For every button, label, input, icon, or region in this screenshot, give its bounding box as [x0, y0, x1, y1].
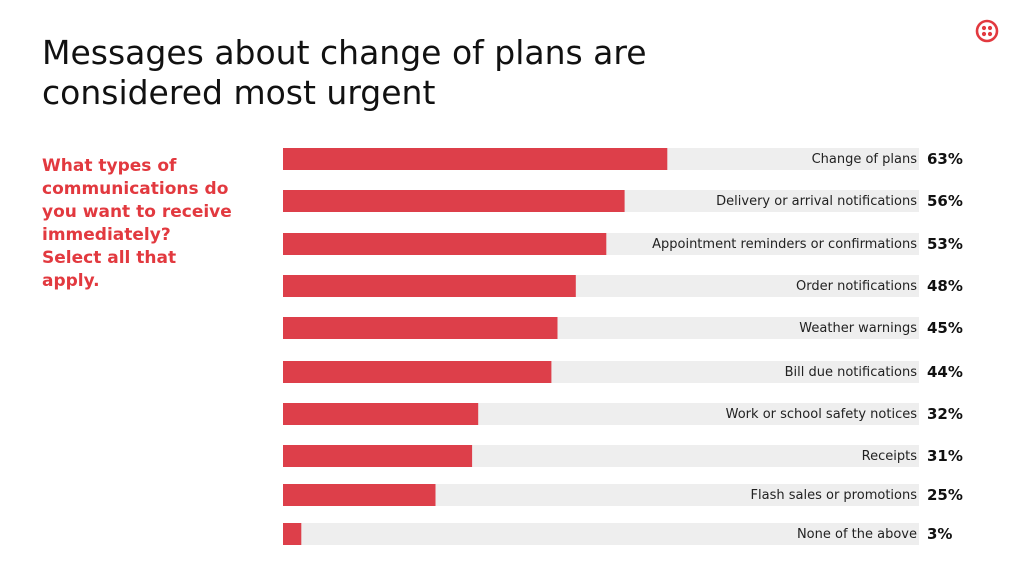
category-label: Order notifications: [796, 279, 917, 294]
bar-track: [283, 523, 919, 545]
bar: [283, 275, 576, 297]
category-label: Change of plans: [812, 152, 918, 167]
value-label: 45%: [927, 319, 963, 337]
category-label: Delivery or arrival notifications: [716, 194, 917, 209]
category-label: Flash sales or promotions: [751, 488, 918, 503]
bar: [283, 148, 668, 170]
value-label: 63%: [927, 150, 963, 168]
value-label: 31%: [927, 447, 963, 465]
bar: [283, 523, 302, 545]
bar: [283, 361, 552, 383]
value-label: 25%: [927, 486, 963, 504]
value-label: 32%: [927, 405, 963, 423]
category-label: Bill due notifications: [785, 365, 918, 380]
value-label: 44%: [927, 363, 963, 381]
twilio-logo-icon: [975, 19, 999, 43]
bar: [283, 403, 479, 425]
bar: [283, 317, 558, 339]
bar: [283, 233, 607, 255]
survey-question: What types of communications do you want…: [42, 156, 232, 291]
category-label: Work or school safety notices: [726, 407, 918, 422]
bar: [283, 190, 625, 212]
value-label: 53%: [927, 235, 963, 253]
category-label: Appointment reminders or confirmations: [652, 237, 917, 252]
bar-track: [283, 484, 919, 506]
value-label: 48%: [927, 277, 963, 295]
value-label: 56%: [927, 192, 963, 210]
bar: [283, 484, 436, 506]
category-label: Weather warnings: [799, 321, 917, 336]
page-title: Messages about change of plans are consi…: [42, 33, 647, 112]
category-label: None of the above: [797, 527, 917, 542]
category-label: Receipts: [862, 449, 918, 464]
value-label: 3%: [927, 525, 952, 543]
bar: [283, 445, 473, 467]
